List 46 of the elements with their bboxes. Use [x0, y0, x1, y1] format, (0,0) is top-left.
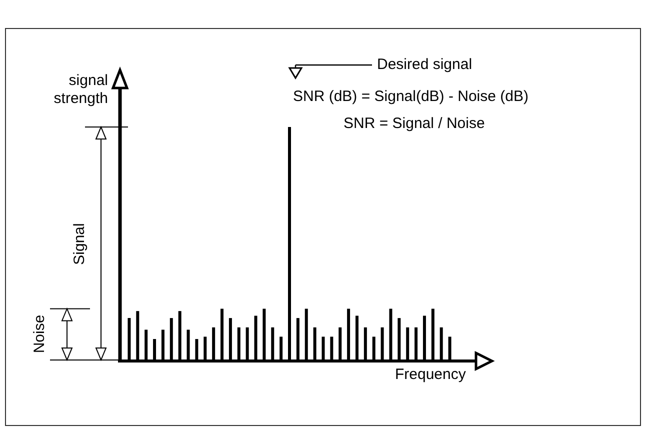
bar: [220, 308, 224, 360]
bar: [296, 318, 300, 360]
bar: [144, 330, 148, 360]
y-axis-title: signal strength: [52, 72, 108, 108]
bar: [288, 127, 291, 360]
bar: [153, 339, 156, 360]
bar: [448, 336, 452, 360]
bar: [431, 308, 434, 360]
bar: [313, 327, 316, 360]
bar: [322, 336, 325, 360]
bar: [128, 318, 131, 360]
annotation: SNR = Signal / Noise: [344, 115, 485, 133]
bar: [246, 327, 249, 360]
bar: [422, 316, 426, 360]
text: Noise: [31, 315, 50, 354]
bar: [380, 327, 384, 360]
bar: [212, 327, 216, 360]
bar: [136, 311, 140, 360]
bar: [178, 311, 182, 360]
bar: [237, 327, 240, 360]
bar: [440, 327, 443, 360]
bar: [195, 339, 198, 360]
bar: [161, 330, 164, 360]
bar: [347, 308, 350, 360]
bar: [304, 308, 308, 360]
bar: [330, 336, 334, 360]
text: Desired signal: [377, 56, 472, 74]
text: Signal: [70, 222, 89, 264]
bar: [280, 336, 283, 360]
bar: [372, 336, 376, 360]
bar: [254, 316, 258, 360]
x-axis-title: Frequency: [395, 366, 466, 384]
bar: [364, 327, 367, 360]
bar: [271, 327, 274, 360]
bar: [170, 318, 173, 360]
bar: [414, 327, 418, 360]
text: SNR (dB) = Signal(dB) - Noise (dB): [293, 88, 528, 106]
bar: [398, 318, 401, 360]
bar: [204, 336, 207, 360]
bar: [338, 327, 342, 360]
bar: [186, 330, 190, 360]
bar: [355, 316, 358, 360]
bar: [406, 327, 410, 360]
bar: [262, 308, 266, 360]
bar: [389, 308, 392, 360]
bar: [228, 318, 232, 360]
